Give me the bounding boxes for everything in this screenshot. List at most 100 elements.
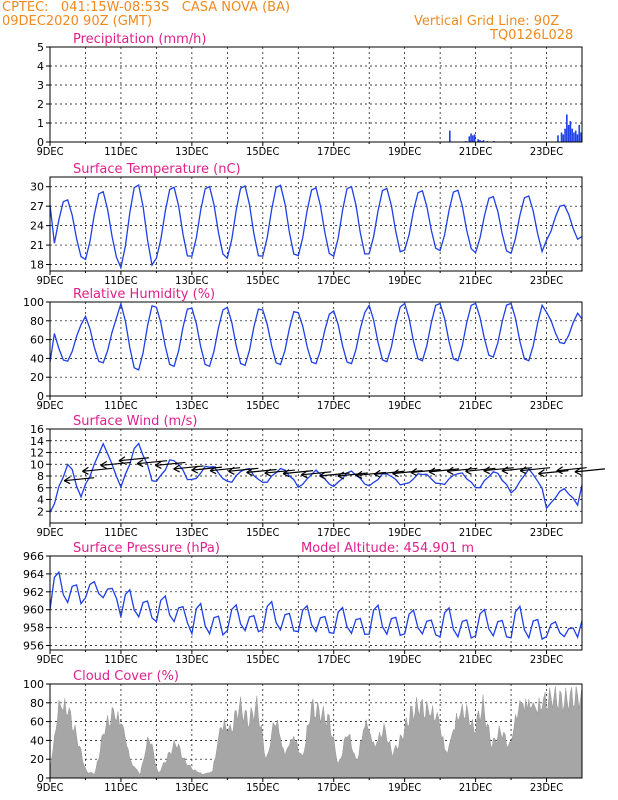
x-tick-label: 23DEC <box>530 145 563 158</box>
x-tick-label: 13DEC <box>175 145 208 158</box>
precip-bar <box>468 136 471 142</box>
x-tick-label: 15DEC <box>246 399 279 412</box>
x-tick-label: 21DEC <box>459 653 492 666</box>
humidity-series-line <box>49 301 583 371</box>
precip-bar <box>560 132 563 142</box>
x-tick-label: 19DEC <box>388 653 421 666</box>
header-grid-note: Vertical Grid Line: 90Z <box>414 14 560 29</box>
y-tick-label: 30 <box>30 181 44 194</box>
wind-arrow <box>465 466 496 475</box>
x-tick-label: 9DEC <box>36 274 63 287</box>
wind-arrow <box>410 467 441 477</box>
wind-arrow <box>483 466 514 475</box>
x-tick-label: 11DEC <box>104 274 137 287</box>
wind-arrow <box>319 471 350 480</box>
wind-series-line <box>49 442 583 513</box>
y-tick-label: 960 <box>23 604 44 617</box>
x-tick-label: 9DEC <box>36 526 63 539</box>
wind-arrow <box>300 470 332 479</box>
y-tick-label: 100 <box>23 296 44 309</box>
x-tick-label: 21DEC <box>459 781 492 794</box>
panel-subtitle: Model Altitude: 454.901 m <box>301 541 474 556</box>
precip-bar <box>569 121 572 142</box>
plot-frame <box>49 301 583 397</box>
x-tick-label: 11DEC <box>104 781 137 794</box>
y-tick-label: 18 <box>30 259 44 272</box>
precip-bar <box>578 124 581 142</box>
x-tick-label: 9DEC <box>36 399 63 412</box>
y-tick-label: 4 <box>37 60 44 73</box>
x-tick-label: 23DEC <box>530 274 563 287</box>
plot-frame <box>49 176 583 272</box>
panel-title: Cloud Cover (%) <box>73 669 179 684</box>
y-tick-label: 2 <box>37 98 44 111</box>
precip-bar <box>470 133 472 142</box>
precip-bar <box>566 114 568 142</box>
panel-pressure: 956 958 960 962 964 966 9DEC 11DEC 13DEC 15DEC 17D… <box>23 541 583 666</box>
wind-arrow <box>173 464 204 473</box>
x-tick-label: 19DEC <box>388 526 421 539</box>
y-tick-label: 27 <box>30 200 44 213</box>
x-tick-label: 13DEC <box>175 653 208 666</box>
panel-title: Surface Temperature (nC) <box>73 162 241 177</box>
y-tick-label: 1 <box>37 117 44 130</box>
y-tick-label: 40 <box>30 734 44 747</box>
wind-arrow <box>501 466 533 475</box>
x-tick-label: 17DEC <box>317 274 350 287</box>
wind-arrow <box>63 476 95 485</box>
x-tick-label: 17DEC <box>317 399 350 412</box>
y-tick-label: 5 <box>37 41 44 54</box>
y-tick-label: 14 <box>30 435 44 448</box>
x-tick-label: 21DEC <box>459 526 492 539</box>
y-tick-label: 4 <box>37 494 44 507</box>
wind-arrow <box>446 466 478 475</box>
header-run-time: 09DEC2020 90Z (GMT) <box>2 14 153 29</box>
precip-bar <box>574 130 577 142</box>
wind-arrow <box>519 466 551 475</box>
plot-frame <box>49 683 583 779</box>
wind-arrow <box>100 460 131 469</box>
precip-bar <box>562 134 565 142</box>
x-tick-label: 17DEC <box>317 145 350 158</box>
y-tick-label: 24 <box>30 220 44 233</box>
x-tick-label: 9DEC <box>36 145 63 158</box>
x-tick-label: 21DEC <box>459 274 492 287</box>
precip-bar <box>482 140 485 142</box>
wind-arrow <box>392 469 423 478</box>
header-code: TQ0126L028 <box>490 28 574 43</box>
y-tick-label: 6 <box>37 482 44 495</box>
wind-arrow <box>246 467 277 477</box>
precip-bar <box>557 135 559 142</box>
y-tick-label: 60 <box>30 716 44 729</box>
precip-bar <box>580 132 582 142</box>
x-tick-label: 13DEC <box>175 781 208 794</box>
panel-title: Precipitation (mm/h) <box>73 32 206 47</box>
x-tick-label: 15DEC <box>246 653 279 666</box>
x-tick-label: 17DEC <box>317 653 350 666</box>
panel-cloud: 0 20 40 60 80 100 9DEC 11DEC 13DEC 15DEC 17DEC 19DE… <box>23 669 583 794</box>
panel-title: Relative Humidity (%) <box>73 287 215 302</box>
header-station: CPTEC: 041:15W-08:53S CASA NOVA (BA) <box>2 0 291 15</box>
wind-arrow <box>155 460 186 469</box>
x-tick-label: 9DEC <box>36 781 63 794</box>
y-tick-label: 956 <box>23 640 44 653</box>
x-tick-label: 17DEC <box>317 526 350 539</box>
precip-bar <box>472 135 474 142</box>
x-tick-label: 13DEC <box>175 274 208 287</box>
y-tick-label: 3 <box>37 79 44 92</box>
cloud-cover-area <box>49 686 583 779</box>
x-tick-label: 21DEC <box>459 399 492 412</box>
x-tick-label: 23DEC <box>530 399 563 412</box>
temperature-series-line <box>49 183 583 270</box>
y-tick-label: 966 <box>23 550 44 563</box>
x-tick-label: 15DEC <box>246 145 279 158</box>
plot-frame <box>49 555 583 651</box>
y-tick-label: 20 <box>30 753 44 766</box>
precip-bar <box>576 134 579 142</box>
x-tick-label: 13DEC <box>175 399 208 412</box>
y-tick-label: 0 <box>37 390 44 403</box>
y-tick-label: 80 <box>30 315 44 328</box>
wind-arrow <box>209 466 241 475</box>
wind-arrow <box>191 465 222 474</box>
